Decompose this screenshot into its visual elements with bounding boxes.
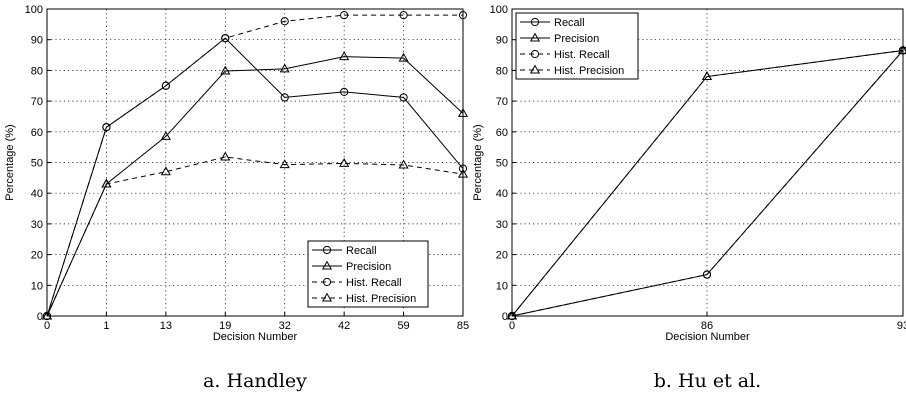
data-point-circle (280, 17, 289, 26)
x-tick-label: 19 (219, 320, 231, 332)
figure-caption: a. Handley (203, 370, 307, 392)
y-tick-label: 30 (496, 219, 508, 231)
data-point-triangle (398, 159, 409, 169)
data-point-triangle (220, 65, 231, 75)
legend-label: Precision (554, 33, 599, 45)
series-line-recall (511, 50, 904, 317)
y-tick-label: 0 (37, 311, 43, 323)
y-tick-label: 0 (502, 311, 508, 323)
x-tick-label: 59 (397, 320, 409, 332)
data-point-circle (458, 11, 468, 20)
data-point-triangle (339, 51, 350, 61)
data-point-circle (399, 11, 408, 20)
y-tick-label: 10 (31, 280, 43, 292)
y-tick-label: 10 (496, 280, 508, 292)
legend-marker-circle (322, 277, 332, 287)
legend-label: Hist. Precision (554, 65, 624, 77)
data-point-triangle (457, 168, 469, 178)
y-tick-label: 100 (490, 4, 508, 16)
data-point-triangle (101, 178, 112, 188)
series-line-precision (511, 49, 904, 317)
data-point-circle (458, 164, 468, 173)
x-tick-label: 86 (701, 320, 713, 332)
data-point-triangle (279, 159, 290, 169)
y-tick-label: 90 (31, 35, 43, 47)
data-point-triangle (160, 130, 171, 140)
series-line-precision (46, 56, 464, 317)
legend-label: Recall (554, 17, 585, 29)
data-point-circle (280, 93, 289, 102)
data-point-circle (221, 34, 230, 43)
data-point-triangle (41, 310, 53, 320)
chart-hu-et-al: 0 10 20 30 40 50 60 70 80 90 100 0 86 93 Decision Numb… (472, 4, 906, 392)
x-tick-label: 13 (160, 320, 172, 332)
series-line-hist-recall (511, 50, 904, 317)
y-tick-label: 80 (496, 65, 508, 77)
plot-frame (46, 8, 464, 317)
legend-marker-triangle (529, 64, 541, 74)
legend-label: Precision (346, 261, 391, 273)
chart-handley: 0 10 20 30 40 50 60 70 80 90 100 0 1 13 19 32 42 59 85 Deci… (4, 4, 469, 392)
y-tick-label: 60 (31, 127, 43, 139)
figure-caption: b. Hu et al. (654, 370, 761, 392)
legend-label: Recall (346, 245, 377, 257)
y-tick-label: 90 (496, 35, 508, 47)
data-point-circle (102, 123, 111, 132)
x-axis-label: Decision Number (213, 331, 298, 343)
y-tick-label: 20 (496, 250, 508, 262)
x-axis-label: Decision Number (665, 331, 750, 343)
y-axis-label: Percentage (%) (4, 124, 16, 200)
legend-marker-triangle (321, 292, 333, 302)
y-tick-label: 40 (31, 188, 43, 200)
data-point-triangle (160, 166, 171, 176)
legend-marker-triangle (529, 32, 541, 42)
data-point-triangle (220, 151, 231, 161)
series-line-hist-recall (46, 14, 463, 317)
legend-marker-circle (530, 17, 540, 27)
y-tick-label: 70 (496, 96, 508, 108)
legend-marker-triangle (321, 260, 333, 270)
data-point-circle (702, 270, 712, 279)
y-tick-label: 50 (496, 158, 508, 170)
data-point-triangle (506, 310, 518, 320)
x-tick-label: 0 (44, 320, 50, 332)
data-point-triangle (279, 63, 290, 73)
series-line-hist-precision (46, 156, 464, 317)
y-tick-label: 50 (31, 158, 43, 170)
plot-frame (511, 8, 904, 317)
y-tick-label: 30 (31, 219, 43, 231)
y-tick-label: 20 (31, 250, 43, 262)
legend-marker-circle (530, 49, 540, 59)
data-point-triangle (398, 52, 409, 62)
legend-label: Hist. Recall (554, 49, 610, 61)
y-tick-label: 80 (31, 65, 43, 77)
data-point-triangle (701, 71, 713, 81)
legend-label: Hist. Precision (346, 293, 416, 305)
y-axis-label: Percentage (%) (472, 124, 484, 200)
data-point-circle (340, 87, 349, 96)
data-point-circle (399, 93, 408, 102)
x-tick-label: 93 (897, 320, 906, 332)
y-tick-label: 60 (496, 127, 508, 139)
y-tick-label: 70 (31, 96, 43, 108)
data-point-circle (340, 11, 349, 20)
data-point-triangle (457, 107, 469, 117)
data-point-circle (161, 81, 170, 90)
series-line-hist-precision (511, 49, 904, 317)
y-tick-label: 100 (25, 4, 43, 16)
y-tick-label: 40 (496, 188, 508, 200)
data-point-triangle (339, 158, 350, 167)
legend-marker-circle (322, 245, 332, 255)
legend-label: Hist. Recall (346, 277, 402, 289)
x-tick-label: 85 (457, 320, 469, 332)
x-tick-label: 0 (509, 320, 515, 332)
x-tick-label: 1 (103, 320, 109, 332)
x-tick-label: 32 (279, 320, 291, 332)
x-tick-label: 42 (338, 320, 350, 332)
data-point-triangle (897, 45, 906, 54)
